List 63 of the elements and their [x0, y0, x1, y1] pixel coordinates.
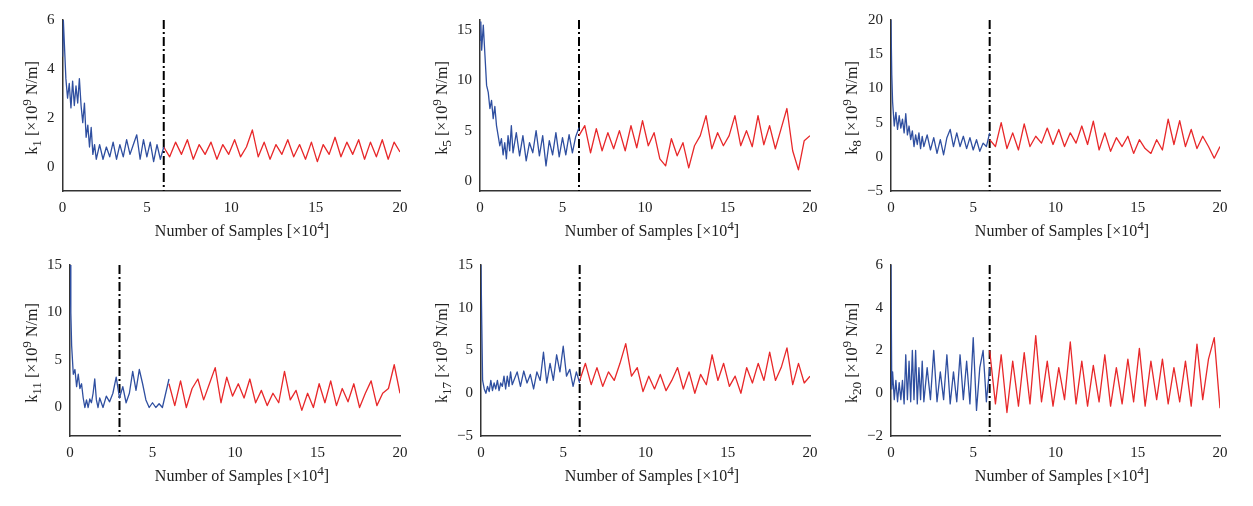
x-tick-label: 5	[969, 443, 977, 460]
y-tick-label: 15	[457, 255, 473, 272]
y-tick-label: 6	[875, 255, 884, 272]
y-tick-label: −5	[866, 181, 883, 198]
y-tick-label: 4	[875, 298, 884, 315]
x-tick-label: 10	[1047, 198, 1063, 215]
y-tick-label: 15	[47, 255, 62, 272]
y-tick-label: 15	[867, 45, 883, 62]
y-tick-label: 15	[457, 21, 472, 37]
x-axis-title: Number of Samples [×10$^{4}$]	[563, 463, 741, 486]
y-tick-label: 5	[875, 113, 883, 130]
x-tick-label: 5	[559, 443, 567, 460]
y-tick-label: 0	[875, 384, 883, 401]
x-tick-label: 20	[1212, 198, 1228, 215]
y-tick-label: 5	[464, 121, 472, 138]
y-tick-label: 10	[867, 79, 883, 96]
x-axis-title: Number of Samples [×10$^{4}$]	[973, 218, 1151, 241]
x-tick-label: 0	[477, 443, 485, 460]
x-tick-label: 10	[1047, 443, 1063, 460]
x-tick-label: 20	[392, 198, 408, 215]
y-tick-label: 0	[875, 147, 883, 164]
y-tick-label: −5	[456, 426, 473, 443]
y-tick-label: 5	[465, 341, 473, 358]
x-tick-label: 15	[1130, 198, 1146, 215]
x-tick-label: 15	[308, 198, 324, 215]
y-tick-label: 2	[47, 108, 55, 125]
y-tick-label: 0	[464, 171, 472, 188]
x-tick-label: 5	[143, 198, 151, 215]
x-tick-label: 15	[720, 443, 736, 460]
x-tick-label: 15	[310, 443, 325, 460]
y-tick-label: 0	[465, 384, 473, 401]
x-tick-label: 20	[1212, 443, 1228, 460]
x-tick-label: 10	[223, 198, 239, 215]
x-tick-label: 10	[637, 443, 653, 460]
y-tick-label: 0	[54, 398, 62, 415]
x-tick-label: 20	[392, 443, 408, 460]
x-tick-label: 15	[1130, 443, 1146, 460]
x-tick-label: 5	[148, 443, 157, 460]
x-tick-label: 10	[227, 443, 243, 460]
y-tick-label: 2	[875, 341, 883, 358]
x-axis-title: Number of Samples [×10$^{4}$]	[973, 463, 1151, 486]
x-axis-title: Number of Samples [×10$^{4}$]	[153, 463, 331, 486]
x-tick-label: 0	[887, 443, 895, 460]
x-tick-label: 0	[476, 198, 484, 215]
y-tick-label: 4	[47, 59, 55, 76]
y-tick-label: 5	[54, 350, 62, 367]
x-tick-label: 0	[66, 443, 74, 460]
x-axis-title: Number of Samples [×10$^{4}$]	[153, 218, 331, 241]
x-tick-label: 10	[637, 198, 653, 215]
y-tick-label: 6	[47, 10, 55, 27]
y-tick-label: 10	[47, 303, 62, 320]
x-tick-label: 5	[969, 198, 977, 215]
y-tick-label: 20	[867, 10, 883, 27]
x-tick-label: 20	[802, 443, 818, 460]
y-tick-label: 10	[457, 71, 472, 88]
y-tick-label: 10	[457, 298, 473, 315]
x-tick-label: 20	[802, 198, 818, 215]
x-tick-label: 5	[558, 198, 567, 215]
x-tick-label: 15	[720, 198, 735, 215]
x-tick-label: 0	[887, 198, 895, 215]
y-tick-label: −2	[866, 426, 883, 443]
y-tick-label: 0	[47, 157, 55, 174]
x-axis-title: Number of Samples [×10$^{4}$]	[563, 218, 741, 241]
